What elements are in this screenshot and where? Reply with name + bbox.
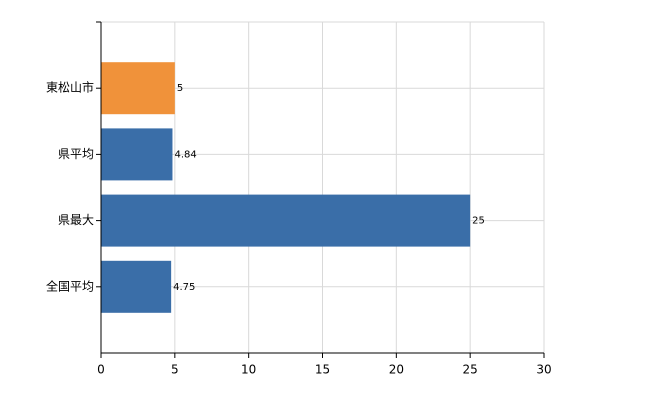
x-tick-label: 10 xyxy=(241,363,256,377)
bar xyxy=(101,128,173,181)
value-label: 4.75 xyxy=(173,282,195,293)
x-tick-label: 30 xyxy=(536,363,551,377)
y-tick-label: 県平均 xyxy=(58,147,94,161)
x-tick-label: 0 xyxy=(97,363,105,377)
y-tick-label: 全国平均 xyxy=(46,278,94,293)
bar xyxy=(101,260,172,313)
x-tick-label: 20 xyxy=(389,363,404,377)
value-label: 5 xyxy=(177,83,183,94)
bar xyxy=(101,62,175,115)
value-label: 4.84 xyxy=(174,149,196,160)
value-label: 25 xyxy=(472,216,485,227)
y-tick-label: 東松山市 xyxy=(46,80,94,95)
x-tick-label: 15 xyxy=(315,363,330,377)
x-tick-label: 5 xyxy=(171,363,179,377)
y-tick-label: 県最大 xyxy=(58,213,94,227)
bar xyxy=(101,194,471,247)
x-tick-label: 25 xyxy=(463,363,478,377)
